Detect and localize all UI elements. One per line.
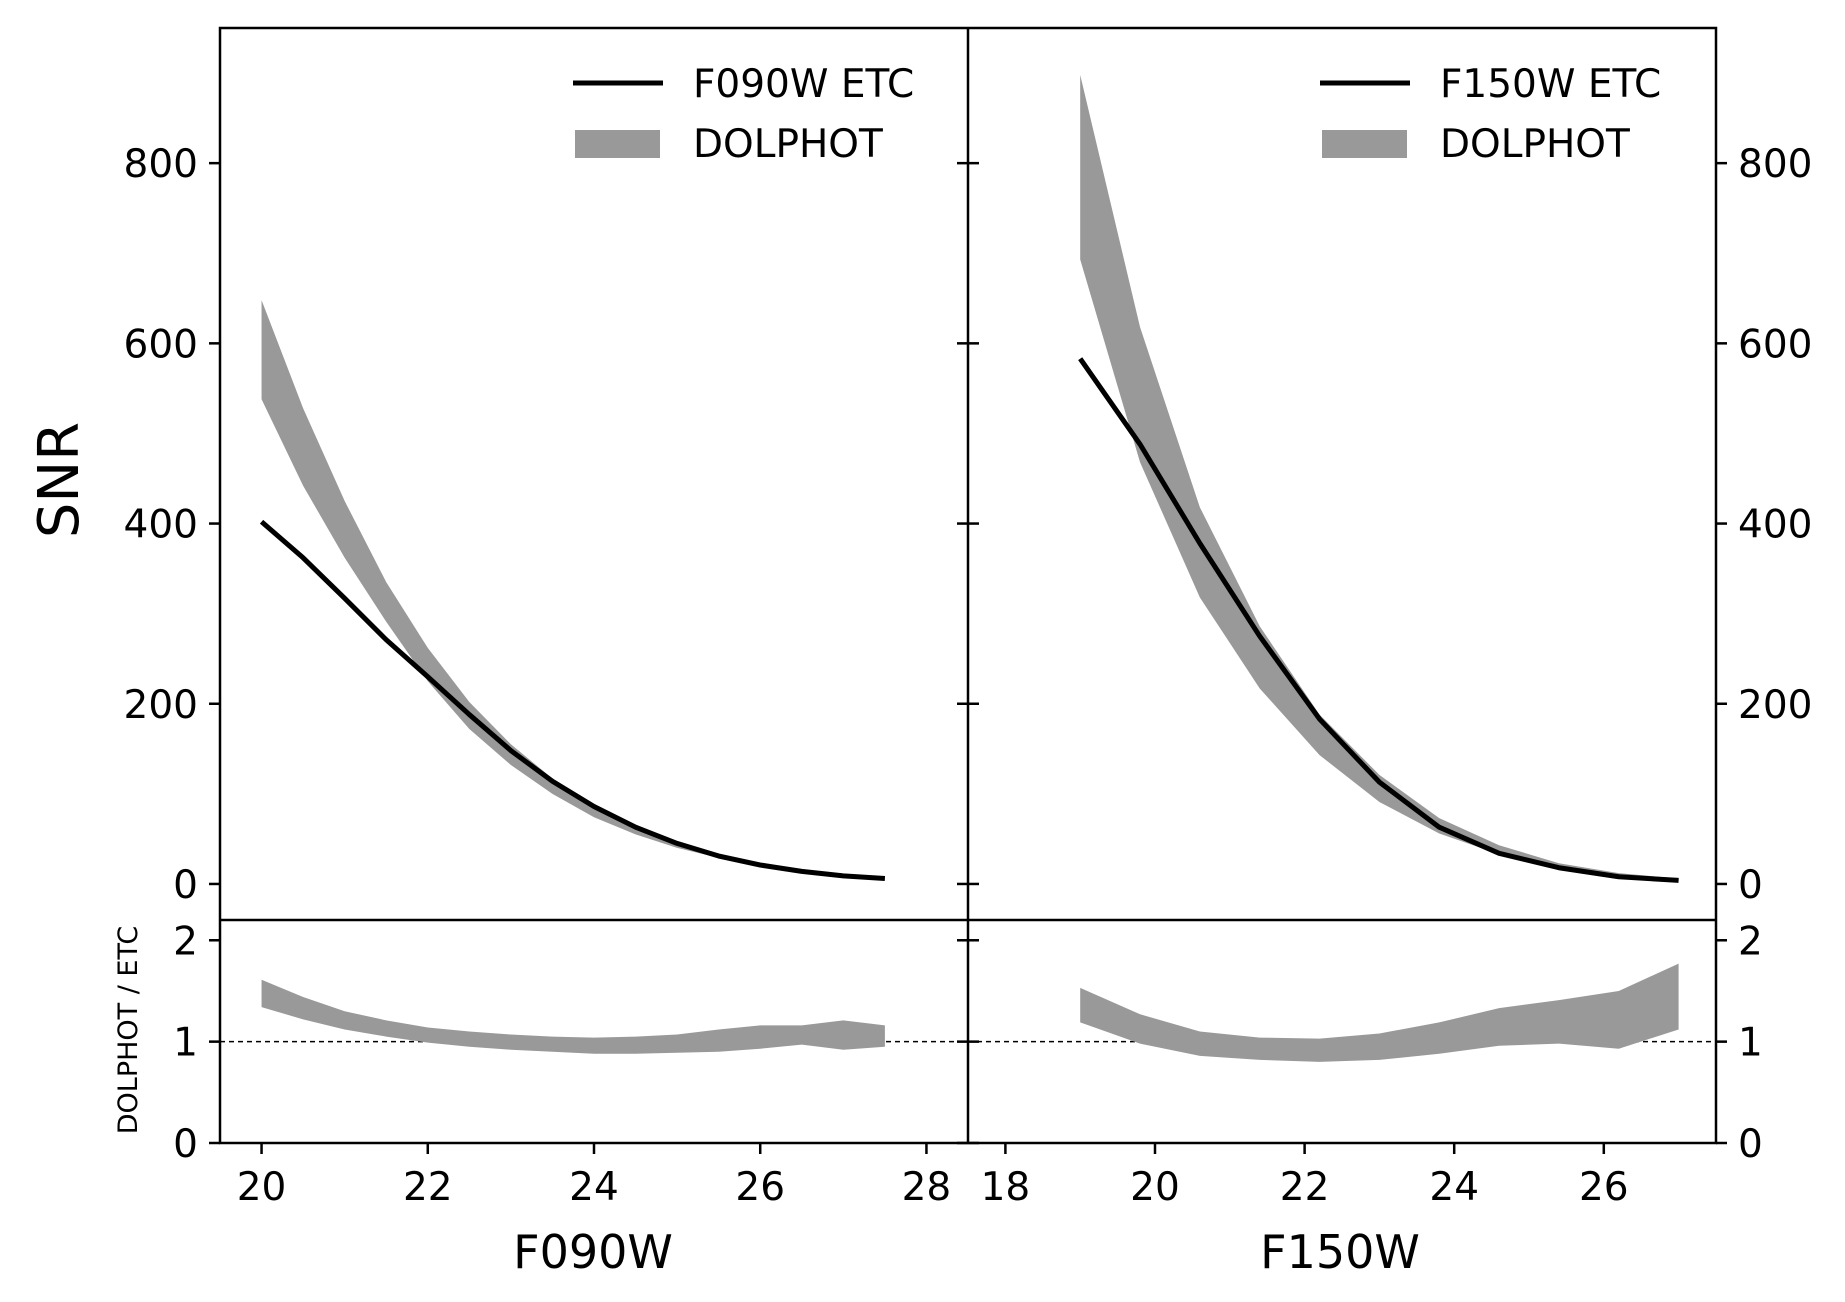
band-left-bottom-0 (261, 979, 885, 1054)
panel-left-top-data (259, 300, 886, 882)
ytick-label: 400 (124, 503, 198, 548)
x-axis-label-right: F150W (1260, 1225, 1420, 1279)
legend-right-dolphot-swatch (1322, 130, 1407, 158)
ytick-label: 800 (124, 142, 198, 187)
ytick-label: 200 (124, 683, 198, 728)
legend-left: F090W ETC DOLPHOT (573, 62, 914, 167)
legend-left-dolphot-label: DOLPHOT (693, 122, 883, 167)
xtick-label: 18 (981, 1165, 1031, 1210)
panel-left-bottom-data (220, 979, 968, 1054)
ytick-label: 600 (124, 322, 198, 367)
ytick-label: 400 (1738, 503, 1812, 548)
xtick-label: 20 (237, 1165, 287, 1210)
ytick-label: 2 (173, 919, 198, 964)
y-axis-label-ratio: DOLPHOT / ETC (113, 926, 144, 1135)
panel-right-top-data (1078, 74, 1679, 883)
xtick-label: 26 (1579, 1165, 1629, 1210)
xtick-label: 26 (735, 1165, 785, 1210)
xtick-label: 24 (569, 1165, 619, 1210)
ytick-label: 800 (1738, 142, 1812, 187)
ytick-label: 0 (1738, 863, 1763, 908)
ytick-label: 200 (1738, 683, 1812, 728)
legend-left-dolphot-swatch (575, 130, 660, 158)
ytick-label: 600 (1738, 322, 1812, 367)
ytick-label: 0 (173, 863, 198, 908)
line-right-top-0 (1078, 357, 1679, 883)
xtick-label: 22 (403, 1165, 453, 1210)
ytick-label: 2 (1738, 919, 1763, 964)
ytick-label: 0 (1738, 1122, 1763, 1167)
ytick-label: 1 (173, 1021, 198, 1066)
ytick-label: 1 (1738, 1021, 1763, 1066)
band-right-bottom-0 (1080, 963, 1679, 1062)
xtick-label: 20 (1130, 1165, 1180, 1210)
legend-right-etc-label: F150W ETC (1440, 62, 1661, 107)
band-left-top-0 (261, 300, 885, 880)
xtick-label: 22 (1280, 1165, 1330, 1210)
ytick-label: 0 (173, 1122, 198, 1167)
xtick-label: 24 (1429, 1165, 1479, 1210)
xtick-label: 28 (902, 1165, 952, 1210)
legend-right-dolphot-label: DOLPHOT (1440, 122, 1630, 167)
legend-right: F150W ETC DOLPHOT (1320, 62, 1661, 167)
y-axis-label-snr: SNR (27, 422, 92, 538)
x-axis-label-left: F090W (513, 1225, 673, 1279)
panel-right-bottom-data (968, 963, 1716, 1062)
legend-left-etc-label: F090W ETC (693, 62, 914, 107)
line-left-top-0 (259, 519, 886, 882)
